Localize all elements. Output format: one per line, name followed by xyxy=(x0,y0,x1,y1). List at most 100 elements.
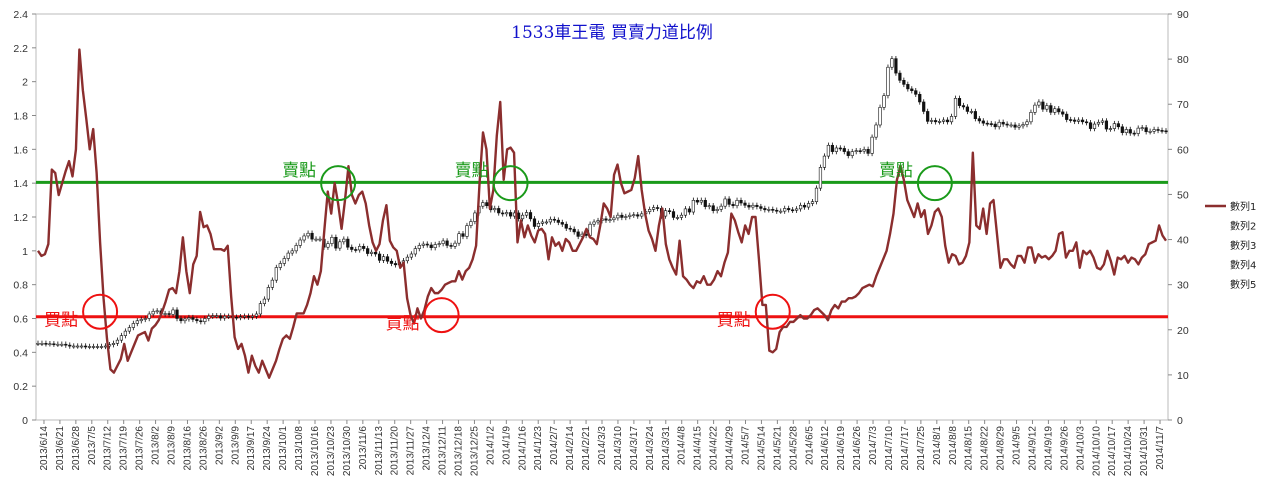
candle-body xyxy=(1100,120,1105,123)
candle-body xyxy=(155,310,159,313)
series-1-line xyxy=(37,48,1167,379)
candle-body xyxy=(207,315,211,319)
candle-body xyxy=(1084,121,1089,124)
x-tick-label: 2013/7/19 xyxy=(119,426,130,471)
candle-body xyxy=(1061,111,1065,115)
candle-body xyxy=(1065,113,1069,120)
x-tick-label: 2014/3/31 xyxy=(661,426,672,471)
candle-body xyxy=(850,151,854,156)
x-tick-label: 2014/7/3 xyxy=(868,426,879,465)
x-tick-label: 2014/2/14 xyxy=(565,426,576,471)
candle-body xyxy=(1001,121,1005,125)
candle-body xyxy=(624,216,628,218)
candle-body xyxy=(461,233,465,237)
candle-body xyxy=(195,319,199,322)
candle-body xyxy=(1017,125,1021,128)
candle-body xyxy=(1080,119,1085,123)
candle-body xyxy=(95,346,100,348)
candle-body xyxy=(902,80,906,85)
x-tick-label: 2014/8/15 xyxy=(964,426,975,471)
candle-body xyxy=(48,343,52,346)
candle-body xyxy=(735,200,739,207)
candle-body xyxy=(250,315,255,318)
candle-body xyxy=(1037,101,1041,106)
candle-body xyxy=(215,315,219,318)
candle-body xyxy=(1025,121,1029,125)
candle-body xyxy=(806,203,811,208)
candle-body xyxy=(576,231,580,237)
candle-body xyxy=(759,206,763,209)
candle-body xyxy=(1005,123,1009,126)
candle-body xyxy=(894,58,898,74)
candle-body xyxy=(779,210,783,213)
candle-body xyxy=(981,120,985,124)
annotation-label: 買點 xyxy=(44,311,78,331)
x-tick-label: 2014/5/7 xyxy=(740,426,751,465)
x-tick-label: 2014/5/28 xyxy=(788,426,799,471)
x-tick-label: 2013/9/24 xyxy=(262,426,273,471)
x-tick-label: 2014/10/31 xyxy=(1139,426,1150,476)
candle-body xyxy=(405,256,409,262)
candle-body xyxy=(910,88,914,91)
candle-body xyxy=(969,111,973,113)
candle-body xyxy=(56,343,60,346)
candle-body xyxy=(604,218,608,221)
left-tick-label: 1.8 xyxy=(13,111,28,123)
candle-body xyxy=(564,223,568,229)
candle-body xyxy=(1112,123,1116,129)
series-2-candles xyxy=(36,55,1168,350)
left-tick-label: 0 xyxy=(22,415,28,427)
candle-body xyxy=(743,202,747,206)
candle-body xyxy=(473,212,477,222)
candle-body xyxy=(715,209,719,211)
x-tick-label: 2013/8/26 xyxy=(198,426,209,471)
candle-body xyxy=(282,258,286,264)
candle-body xyxy=(957,98,962,106)
annotation-circle xyxy=(320,165,357,202)
candle-body xyxy=(493,208,497,211)
candle-body xyxy=(854,150,858,152)
candle-body xyxy=(612,217,616,221)
candle-body xyxy=(691,200,695,213)
candle-body xyxy=(294,245,298,252)
candle-body xyxy=(270,279,274,288)
x-tick-label: 2013/6/14 xyxy=(39,426,50,471)
candle-body xyxy=(989,123,993,125)
left-tick-label: 1.2 xyxy=(13,212,28,224)
candle-body xyxy=(540,221,545,224)
candle-body xyxy=(1041,101,1045,110)
right-tick-label: 10 xyxy=(1177,370,1189,382)
chart-title: 1533車王電 買賣力道比例 xyxy=(511,23,713,43)
candle-body xyxy=(163,313,167,315)
candle-body xyxy=(858,150,862,152)
candle-body xyxy=(783,208,787,212)
candle-body xyxy=(528,212,533,220)
left-tick-label: 1.6 xyxy=(13,144,28,156)
x-tick-label: 2014/7/10 xyxy=(884,426,895,471)
candle-body xyxy=(945,119,950,123)
left-tick-label: 0.8 xyxy=(13,280,28,292)
candle-body xyxy=(890,58,894,68)
x-tick-label: 2013/8/16 xyxy=(182,426,193,471)
candle-body xyxy=(941,119,946,122)
candle-body xyxy=(381,256,386,261)
x-tick-label: 2013/10/16 xyxy=(310,426,321,476)
x-tick-label: 2014/8/1 xyxy=(932,426,943,465)
candle-body xyxy=(60,343,64,346)
candle-body xyxy=(1021,124,1025,127)
candle-body xyxy=(183,318,187,322)
x-tick-label: 2013/9/9 xyxy=(230,426,241,465)
candle-body xyxy=(572,228,576,233)
candle-body xyxy=(1096,121,1101,125)
candle-body xyxy=(374,251,378,255)
x-tick-label: 2014/1/9 xyxy=(501,426,512,465)
candle-body xyxy=(238,316,243,318)
candle-body xyxy=(481,202,485,207)
candle-body xyxy=(767,209,771,211)
x-tick-label: 2013/12/18 xyxy=(454,426,465,476)
candle-body xyxy=(326,243,330,248)
right-tick-label: 80 xyxy=(1177,54,1189,66)
left-tick-label: 1.4 xyxy=(13,178,28,190)
annotation-label: 賣點 xyxy=(879,161,913,181)
annotation-circle xyxy=(754,293,791,330)
